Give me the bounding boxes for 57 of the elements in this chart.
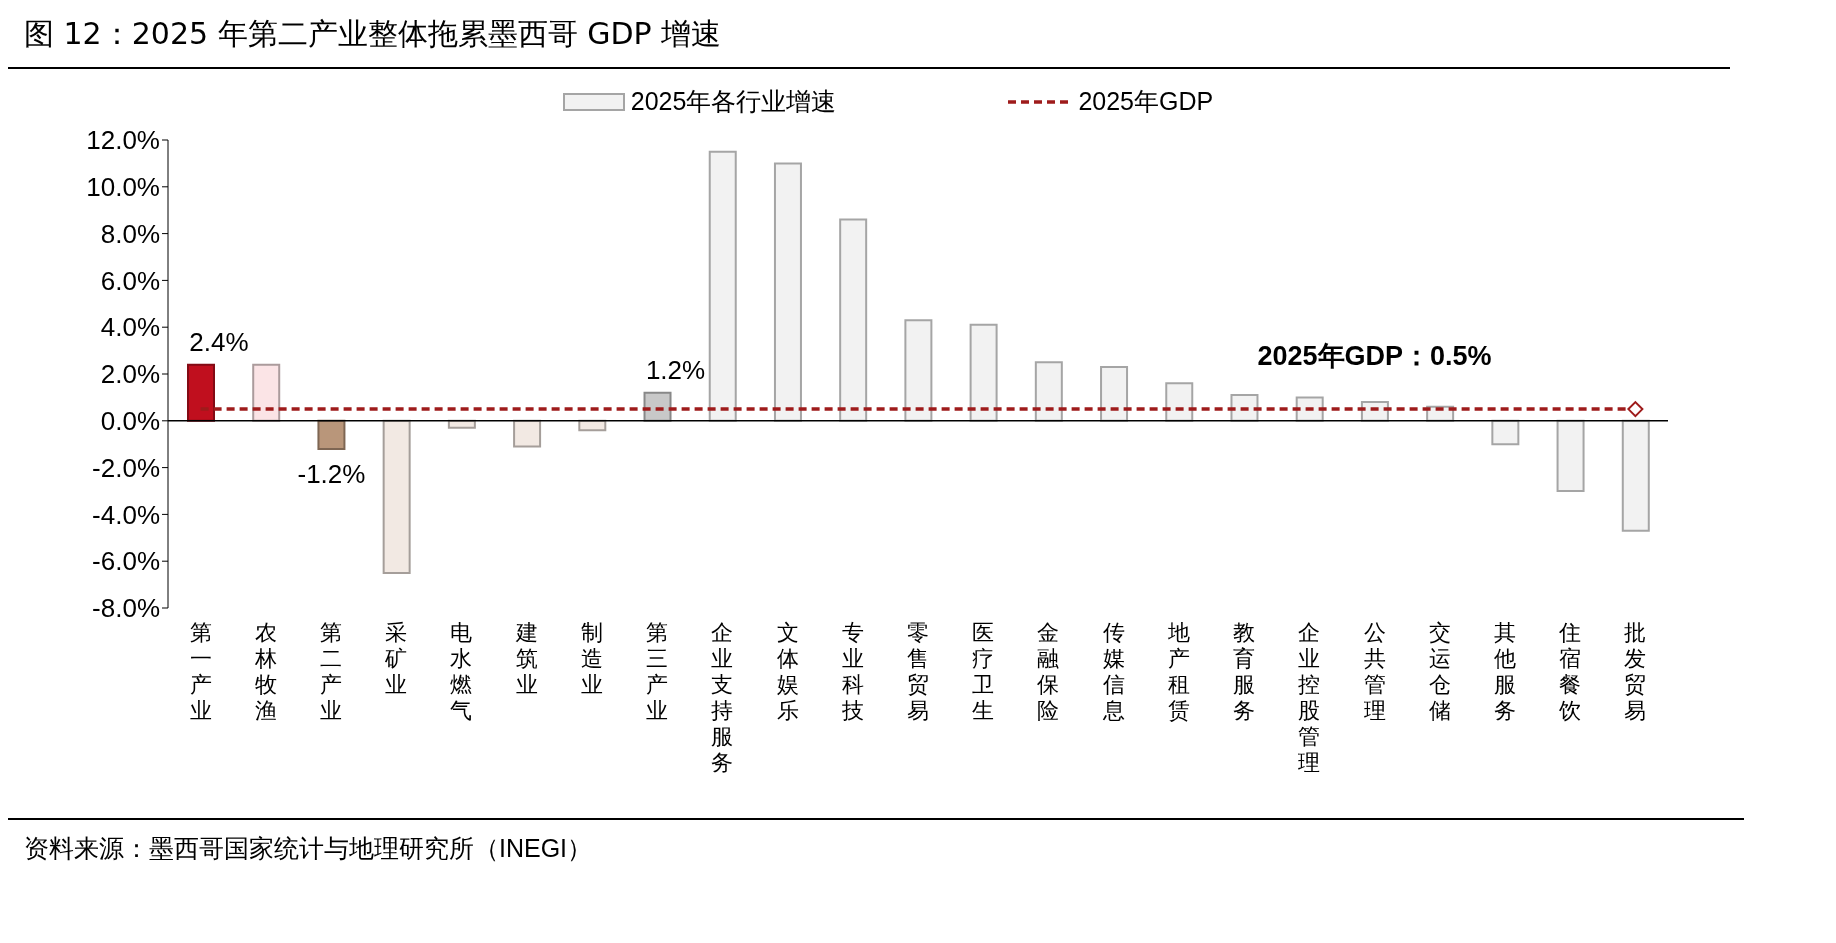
bar	[187, 363, 215, 422]
x-tick-label: 地产租赁	[1166, 620, 1190, 723]
y-tick-label: -2.0%	[92, 452, 160, 483]
x-tick-label: 其他服务	[1493, 620, 1516, 723]
bar	[969, 323, 998, 422]
y-tick-label: 12.0%	[86, 125, 160, 156]
y-tick-label: 6.0%	[100, 265, 160, 296]
annotation: 2025年GDP：0.5%	[1257, 341, 1492, 372]
x-tick-label: 企业控股管理	[1298, 620, 1321, 775]
x-tick-label: 第二产业	[320, 620, 343, 723]
bar	[904, 319, 933, 422]
bar	[317, 419, 346, 450]
x-tick-label: 文体娱乐	[776, 620, 799, 723]
bar	[708, 150, 737, 422]
y-tick-label: 4.0%	[100, 312, 160, 343]
chart-title: 图 12：2025 年第二产业整体拖累墨西哥 GDP 增速	[8, 8, 1730, 69]
bar	[1100, 365, 1129, 422]
y-tick-label: -8.0%	[92, 593, 160, 624]
x-tick-label: 医疗卫生	[972, 620, 995, 723]
y-tick-label: -4.0%	[92, 499, 160, 530]
legend-label: 2025年GDP	[1078, 86, 1214, 117]
y-tick-label: 2.0%	[100, 359, 160, 390]
x-tick-label: 零售贸易	[907, 620, 929, 723]
y-tick-label: 0.0%	[100, 406, 160, 437]
legend-label: 2025年各行业增速	[630, 86, 837, 117]
x-tick-label: 专业科技	[840, 620, 864, 723]
bar	[773, 162, 802, 422]
bar	[252, 363, 281, 422]
bar	[382, 419, 411, 574]
x-tick-label: 第三产业	[646, 620, 669, 723]
x-tick-label: 制造业	[580, 620, 603, 697]
x-tick-label: 金融保险	[1037, 620, 1060, 723]
x-tick-label: 公共管理	[1363, 620, 1386, 723]
x-tick-label: 电水燃气	[450, 620, 473, 723]
bar	[1556, 419, 1585, 492]
data-label: 1.2%	[645, 354, 706, 385]
x-tick-label: 交运仓储	[1428, 620, 1451, 723]
bar	[1034, 361, 1063, 422]
text: 资料来源：墨西哥国家统计与地理研究所（INEGI）	[24, 833, 594, 864]
bar	[513, 419, 542, 448]
y-tick-label: -6.0%	[92, 546, 160, 577]
bar	[839, 218, 868, 422]
x-tick-label: 采矿业	[384, 620, 408, 697]
data-label: 2.4%	[189, 326, 249, 357]
x-tick-label: 建筑业	[514, 620, 538, 697]
y-tick-label: 8.0%	[100, 218, 160, 249]
x-tick-label: 传媒信息	[1101, 620, 1125, 723]
data-label: -1.2%	[297, 458, 366, 489]
y-tick-label: 10.0%	[86, 172, 160, 203]
bar	[1491, 419, 1520, 446]
x-tick-label: 教育服务	[1233, 620, 1256, 723]
x-tick-label: 农林牧渔	[253, 620, 277, 723]
bar	[1165, 382, 1194, 422]
x-tick-label: 第一产业	[189, 620, 212, 723]
x-tick-label: 批发贸易	[1624, 620, 1647, 723]
x-tick-label: 住宿餐饮	[1558, 620, 1582, 723]
x-tick-label: 企业支持服务	[711, 620, 734, 775]
